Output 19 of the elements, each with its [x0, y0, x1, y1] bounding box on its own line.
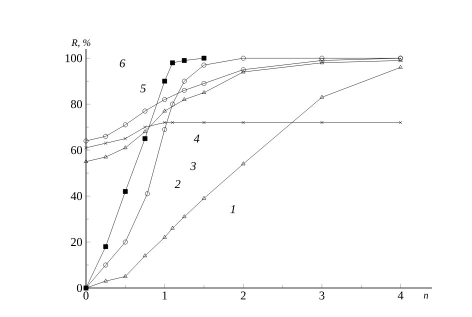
x-tick-label: 0: [83, 292, 89, 300]
y-tick-label: 40: [70, 192, 82, 200]
y-tick-label: 80: [70, 100, 82, 108]
annotation: 6: [120, 59, 126, 68]
annotation: 4: [194, 134, 200, 143]
x-tick-label: 3: [320, 292, 324, 300]
x-axis-title: n: [424, 294, 428, 298]
y-axis-title: R, %: [71, 39, 90, 48]
annotation: 3: [190, 162, 196, 170]
x-tick-label: 2: [240, 292, 246, 300]
x-tick-label: 1: [162, 292, 167, 300]
y-tick-label: 0: [76, 284, 82, 292]
annotation: 1: [230, 205, 235, 214]
y-tick-label: 60: [71, 146, 82, 154]
annotation: 2: [174, 180, 180, 188]
y-tick-label: 100: [66, 54, 82, 62]
x-tick-label: 4: [398, 292, 404, 300]
annotation: 5: [140, 84, 146, 92]
y-tick-label: 20: [71, 238, 82, 246]
